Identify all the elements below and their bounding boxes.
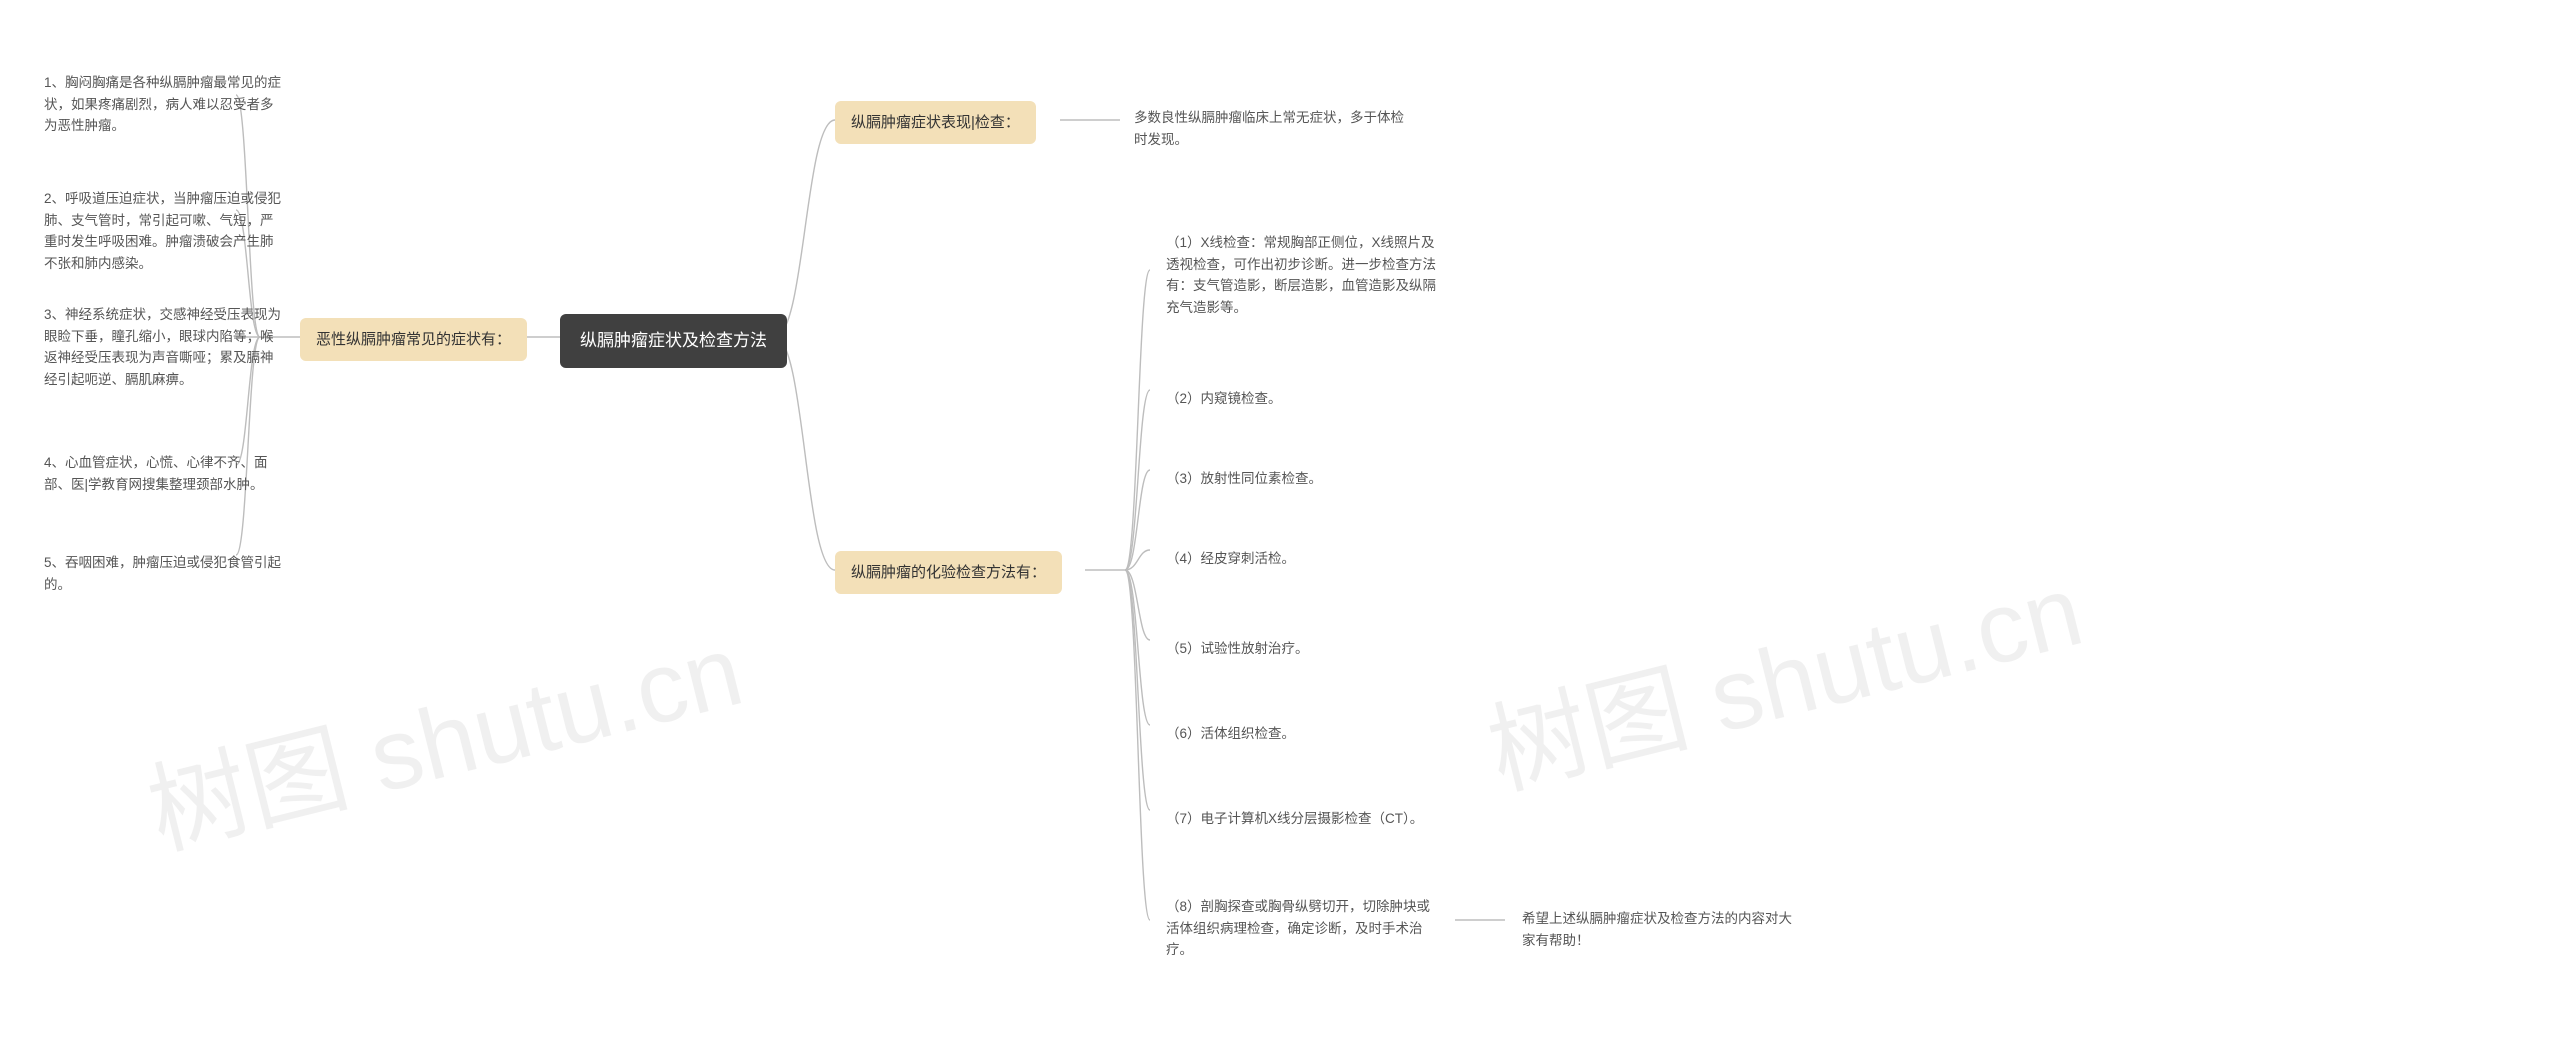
right-bottom-item-6: （6）活体组织检查。	[1152, 713, 1452, 755]
left-item-2: 2、呼吸道压迫症状，当肿瘤压迫或侵犯肺、支气管时，常引起可嗽、气短，严重时发生呼…	[30, 178, 300, 284]
right-bottom-item-7: （7）电子计算机X线分层摄影检查（CT）。	[1152, 798, 1452, 840]
right-bottom-item-4: （4）经皮穿刺活检。	[1152, 538, 1452, 580]
right-bottom-item-1: （1）X线检查：常规胸部正侧位，X线照片及透视检查，可作出初步诊断。进一步检查方…	[1152, 222, 1452, 328]
right-bottom-item-5: （5）试验性放射治疗。	[1152, 628, 1452, 670]
right-bottom-item-2: （2）内窥镜检查。	[1152, 378, 1452, 420]
left-item-3: 3、神经系统症状，交感神经受压表现为眼睑下垂，瞳孔缩小，眼球内陷等；喉返神经受压…	[30, 294, 300, 400]
left-item-5: 5、吞咽困难，肿瘤压迫或侵犯食管引起的。	[30, 542, 310, 605]
watermark-right: 树图 shutu.cn	[1471, 529, 2094, 816]
right-top-item-1: 多数良性纵膈肿瘤临床上常无症状，多于体检时发现。	[1120, 97, 1420, 160]
branch-lab-methods: 纵膈肿瘤的化验检查方法有：	[835, 551, 1062, 594]
right-bottom-item-8: （8）剖胸探查或胸骨纵劈切开，切除肿块或活体组织病理检查，确定诊断，及时手术治疗…	[1152, 886, 1452, 971]
watermark-left: 树图 shutu.cn	[131, 589, 754, 876]
branch-symptom-exam: 纵膈肿瘤症状表现|检查：	[835, 101, 1036, 144]
branch-malignant-symptoms: 恶性纵膈肿瘤常见的症状有：	[300, 318, 527, 361]
root-node: 纵膈肿瘤症状及检查方法	[560, 314, 787, 368]
left-item-1: 1、胸闷胸痛是各种纵膈肿瘤最常见的症状，如果疼痛剧烈，病人难以忍受者多为恶性肿瘤…	[30, 62, 300, 147]
right-bottom-item-3: （3）放射性同位素检查。	[1152, 458, 1452, 500]
left-item-4: 4、心血管症状，心慌、心律不齐、面部、医|学教育网搜集整理颈部水肿。	[30, 442, 300, 505]
closing-note: 希望上述纵膈肿瘤症状及检查方法的内容对大家有帮助！	[1508, 898, 1808, 961]
